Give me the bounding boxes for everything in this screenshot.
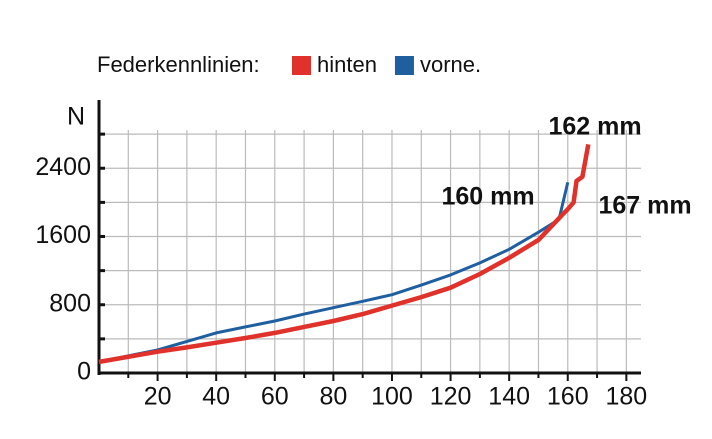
x-tick-label: 40 [202, 383, 230, 411]
x-tick-label: 120 [430, 383, 472, 411]
series-line [98, 143, 591, 365]
x-tick-label: 160 [547, 383, 589, 411]
x-tick-label: 100 [371, 383, 413, 411]
x-tick-label: 180 [605, 383, 647, 411]
legend-title: Federkennlinien: [97, 52, 260, 77]
annotation: 160 mm [441, 183, 534, 211]
y-tick-label: 2400 [35, 153, 91, 181]
series-line [98, 181, 570, 364]
y-tick-label: 800 [49, 289, 91, 317]
x-tick-label: 80 [319, 383, 347, 411]
y-tick-label: 1600 [35, 221, 91, 249]
legend-swatch [394, 56, 414, 75]
annotation: 162 mm [548, 113, 641, 141]
x-tick-label: 140 [488, 383, 530, 411]
y-tick-label: 0 [77, 358, 91, 386]
legend-label: hinten [317, 52, 377, 77]
y-axis-label: N [67, 103, 85, 131]
legend-label: vorne. [420, 52, 481, 77]
x-tick-label: 60 [261, 383, 289, 411]
legend-swatch [292, 56, 311, 75]
annotation: 167 mm [598, 192, 691, 220]
x-tick-label: 20 [144, 383, 172, 411]
